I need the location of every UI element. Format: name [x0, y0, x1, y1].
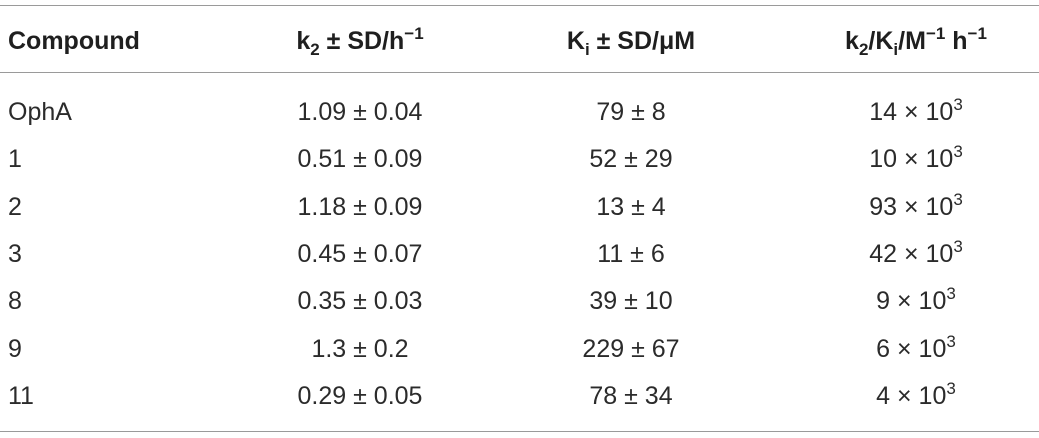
header-text: k: [296, 27, 311, 55]
table-cell: 78 ± 34: [589, 381, 672, 411]
cell-text: 11: [8, 381, 34, 410]
cell-text: 0.35 ± 0.03: [297, 287, 423, 316]
cell-exponent: 3: [953, 95, 963, 114]
cell-text: 1: [8, 145, 22, 174]
table-cell: 79 ± 8: [596, 97, 665, 127]
cell-text: 14 × 10: [869, 98, 954, 126]
cell-text: 4 × 10: [876, 381, 947, 410]
cell-text: 8: [8, 287, 22, 316]
cell-exponent: 3: [946, 378, 956, 398]
table-cell: 4 × 103: [876, 378, 956, 411]
cell-text: 229 ± 67: [582, 334, 680, 363]
cell-text: 1.3 ± 0.2: [311, 334, 409, 363]
header-rule: [0, 72, 1039, 73]
cell-text: 93 × 10: [869, 192, 954, 221]
cell-text: 6 × 10: [876, 334, 947, 363]
table-cell: 39 ± 10: [589, 286, 672, 316]
cell-text: 1.09 ± 0.04: [297, 98, 423, 126]
cell-text: 79 ± 8: [596, 98, 666, 126]
cell-text: 52 ± 29: [589, 145, 673, 174]
header-text: k: [845, 27, 859, 55]
cell-exponent: 3: [946, 284, 956, 304]
header-sup: −1: [967, 24, 987, 43]
table-cell: 2: [8, 192, 22, 222]
table-cell: 229 ± 67: [582, 334, 679, 364]
header-text: Compound: [8, 27, 140, 55]
header-text: ± SD/μM: [589, 27, 696, 55]
table-cell: OphA: [8, 97, 72, 127]
table-cell: 9 × 103: [876, 284, 956, 316]
table-cell: 14 × 103: [869, 95, 963, 127]
header-text: h: [945, 27, 968, 55]
cell-text: 0.29 ± 0.05: [297, 381, 423, 410]
header-sup: −1: [404, 24, 424, 43]
header-cell: Compound: [8, 26, 140, 56]
cell-text: 39 ± 10: [589, 287, 673, 316]
header-cell: k2 ± SD/h−1: [296, 24, 424, 59]
cell-exponent: 3: [946, 331, 956, 351]
header-cell: k2/Ki/M−1 h−1: [845, 24, 987, 59]
cell-text: 0.45 ± 0.07: [297, 239, 423, 268]
header-text: K: [566, 27, 585, 55]
cell-text: 78 ± 34: [589, 381, 673, 410]
table-cell: 0.35 ± 0.03: [298, 286, 423, 316]
cell-text: OphA: [8, 98, 72, 126]
table-cell: 1.18 ± 0.09: [298, 192, 423, 222]
header-sup: −1: [925, 24, 946, 43]
table-cell: 8: [8, 286, 22, 316]
table-cell: 0.51 ± 0.09: [298, 144, 423, 174]
cell-text: 2: [8, 192, 22, 221]
header-sub: 2: [858, 40, 869, 59]
table-cell: 0.29 ± 0.05: [298, 381, 423, 411]
cell-exponent: 3: [953, 236, 963, 256]
header-cell: Ki ± SD/μM: [566, 26, 696, 59]
top-rule: [0, 5, 1039, 6]
table-cell: 1.3 ± 0.2: [311, 334, 408, 364]
table-cell: 93 × 103: [869, 189, 963, 222]
table-cell: 9: [8, 334, 22, 364]
table-cell: 1.09 ± 0.04: [298, 97, 423, 127]
cell-text: 3: [8, 239, 22, 268]
table-cell: 52 ± 29: [589, 144, 672, 174]
cell-text: 10 × 10: [869, 145, 954, 174]
header-sub: i: [584, 40, 590, 59]
header-text: /K: [868, 27, 894, 55]
cell-text: 13 ± 4: [596, 192, 666, 221]
table-cell: 11: [8, 381, 34, 411]
cell-text: 1.18 ± 0.09: [297, 192, 423, 221]
cell-exponent: 3: [953, 142, 963, 162]
table-cell: 42 × 103: [869, 236, 963, 269]
table-cell: 10 × 103: [869, 142, 963, 174]
cell-text: 0.51 ± 0.09: [297, 145, 423, 174]
bottom-rule: [0, 431, 1039, 432]
cell-text: 11 ± 6: [597, 239, 665, 268]
header-text: ± SD/h: [319, 27, 405, 55]
header-text: /M: [898, 27, 926, 55]
table-cell: 3: [8, 239, 22, 269]
table-cell: 0.45 ± 0.07: [298, 239, 423, 269]
cell-exponent: 3: [953, 189, 963, 209]
table-cell: 13 ± 4: [596, 192, 665, 222]
cell-text: 9: [8, 334, 22, 363]
table-cell: 11 ± 6: [597, 239, 664, 269]
table-cell: 1: [8, 144, 22, 174]
header-sub: 2: [310, 40, 320, 59]
header-sub: i: [893, 40, 899, 59]
table-cell: 6 × 103: [876, 331, 956, 364]
cell-text: 42 × 10: [869, 239, 954, 268]
cell-text: 9 × 10: [876, 287, 947, 316]
